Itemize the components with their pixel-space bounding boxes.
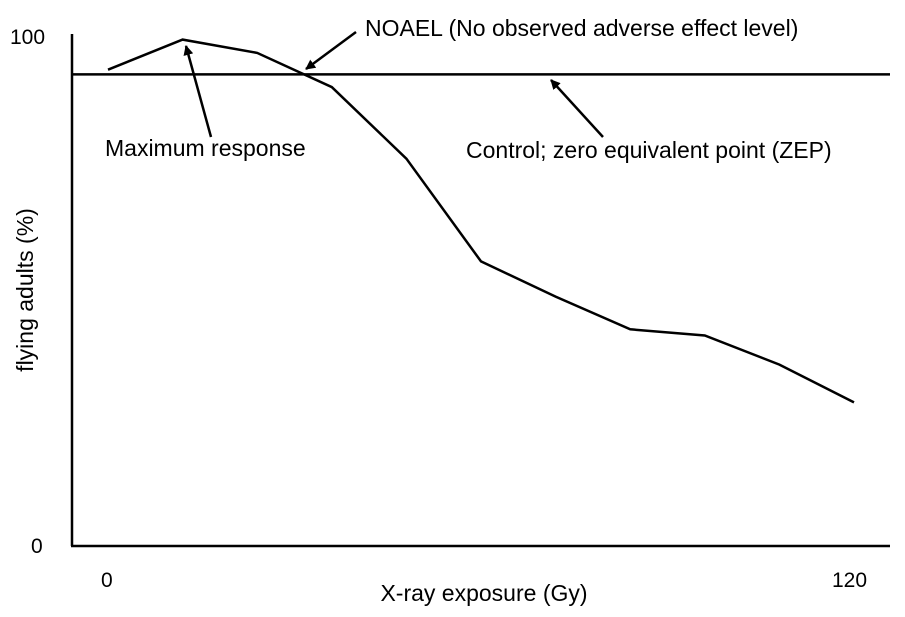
maximum-response-annotation: Maximum response — [105, 135, 306, 161]
zep-annotation: Control; zero equivalent point (ZEP) — [466, 137, 832, 163]
maximum-response-arrow — [183, 45, 213, 138]
series-line-1 — [107, 38, 855, 404]
y-tick-label-min: 0 — [31, 535, 43, 558]
noael-annotation: NOAEL (No observed adverse effect level) — [365, 15, 798, 41]
zep-arrow — [550, 79, 604, 138]
series-lines — [107, 38, 855, 404]
x-tick-label-max: 120 — [832, 569, 867, 592]
noael-arrow — [305, 30, 357, 71]
x-axis-title: X-ray exposure (Gy) — [380, 580, 587, 606]
y-tick-label-max: 100 — [10, 26, 45, 49]
x-tick-label-min: 0 — [101, 569, 113, 592]
y-axis-title: flying adults (%) — [12, 208, 38, 372]
